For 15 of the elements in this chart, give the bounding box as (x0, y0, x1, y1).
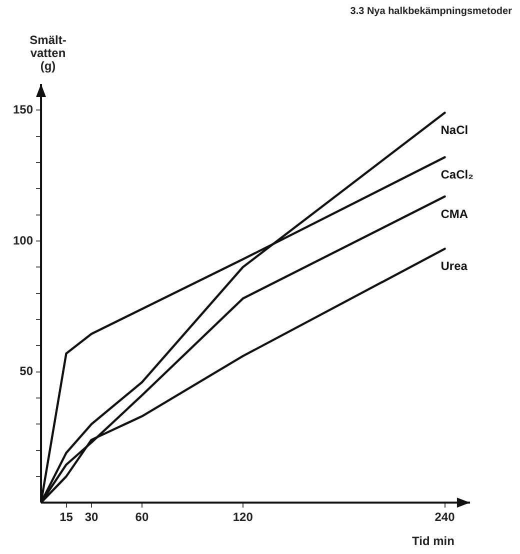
x-tick-label: 240 (434, 510, 456, 524)
series-label: CMA (440, 206, 468, 221)
x-tick-label: 60 (135, 510, 149, 524)
x-axis-title: Tid min (412, 534, 454, 548)
x-tick-label: 30 (84, 510, 98, 524)
x-tick-label: 15 (60, 510, 74, 524)
y-axis-title: Smält- vatten (g) (28, 33, 68, 73)
y-tick-label: 100 (12, 233, 34, 248)
series-label: CaCl₂ (440, 168, 474, 182)
y-tick-label: 150 (12, 102, 34, 116)
series-label: NaCl (440, 123, 468, 138)
series-label: Urea (440, 259, 468, 274)
chart-title: 3.3 Nya halkbekämpningsmetoder (350, 6, 512, 17)
x-tick-label: 120 (232, 510, 254, 524)
y-tick-label: 50 (20, 364, 34, 378)
